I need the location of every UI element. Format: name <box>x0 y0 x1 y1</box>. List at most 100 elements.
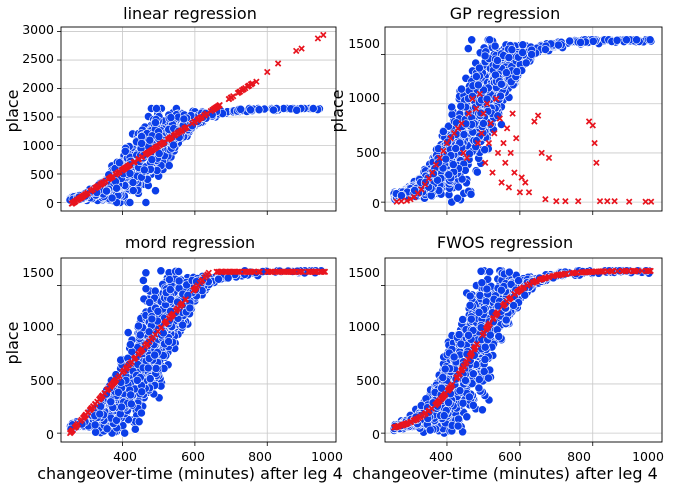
prediction-point <box>68 200 76 207</box>
prediction-point <box>574 197 582 205</box>
data-point <box>478 119 488 128</box>
data-point <box>504 53 514 62</box>
prediction-point <box>159 139 167 147</box>
y-axis-label: place <box>328 89 347 132</box>
data-point <box>491 70 500 80</box>
prediction-point <box>494 149 502 157</box>
data-point <box>612 35 622 45</box>
prediction-point <box>492 95 500 103</box>
data-point <box>447 102 457 112</box>
data-point <box>123 328 133 337</box>
data-point <box>480 145 490 155</box>
data-point <box>166 113 176 122</box>
marks <box>65 31 327 207</box>
y-tick-label: 1500 <box>22 265 54 280</box>
prediction-point <box>596 197 604 205</box>
data-point <box>444 121 453 131</box>
prediction-point <box>505 184 513 191</box>
prediction-point <box>476 90 484 98</box>
prediction-point <box>440 147 447 155</box>
data-point <box>645 35 655 45</box>
prediction-point <box>181 125 189 132</box>
x-tick-label: 400 <box>429 449 453 464</box>
data-point <box>128 186 138 195</box>
prediction-point <box>534 112 542 119</box>
panel-title: FWOS regression <box>437 233 573 252</box>
y-tick-labels: 0 500 1000 1500 <box>348 36 380 211</box>
data-point <box>490 41 500 51</box>
series-predicted <box>68 31 327 207</box>
prediction-point <box>516 189 524 196</box>
data-point <box>308 104 318 113</box>
data-point <box>472 167 482 177</box>
data-point <box>496 79 506 89</box>
y-tick-label: 1500 <box>22 109 54 124</box>
prediction-point <box>77 194 85 201</box>
prediction-point <box>429 169 436 176</box>
data-point <box>527 50 536 59</box>
prediction-point <box>398 197 405 205</box>
y-axis-label: place <box>3 89 22 132</box>
prediction-point <box>195 115 203 123</box>
y-tick-label: 500 <box>30 373 54 388</box>
panel-title: mord regression <box>125 233 255 252</box>
data-point <box>438 127 448 137</box>
plot-areas <box>57 26 663 446</box>
panel-title: GP regression <box>450 4 560 23</box>
prediction-point <box>562 197 569 205</box>
prediction-point <box>625 198 633 205</box>
x-tick-label: 800 <box>248 449 272 464</box>
prediction-point <box>447 134 454 142</box>
prediction-point <box>604 197 611 205</box>
prediction-point <box>465 110 473 117</box>
panel-fwos: FWOS regression 0 500 1000 1500 400 600 … <box>348 233 664 483</box>
data-point <box>507 45 517 55</box>
data-point <box>521 58 531 68</box>
data-point <box>236 104 246 114</box>
prediction-point <box>253 78 260 85</box>
prediction-point <box>469 95 476 103</box>
axes-frame <box>384 26 663 212</box>
data-point <box>459 130 469 139</box>
prediction-point <box>502 159 509 167</box>
prediction-point <box>142 151 149 158</box>
y-tick-labels: 0 500 1000 1500 2000 2500 3000 <box>22 22 54 211</box>
y-tick-label: 1000 <box>22 319 54 334</box>
prediction-point <box>436 154 443 162</box>
data-point <box>152 104 161 113</box>
prediction-point <box>496 115 504 122</box>
prediction-point <box>274 60 282 67</box>
prediction-point <box>553 197 560 205</box>
y-tick-label: 3000 <box>22 22 54 37</box>
marks <box>66 266 329 438</box>
data-point <box>145 135 155 145</box>
plot-area <box>381 26 663 215</box>
prediction-point <box>503 125 511 132</box>
prediction-point <box>611 197 618 205</box>
prediction-point <box>542 195 549 203</box>
data-point <box>453 182 463 192</box>
series-predicted <box>393 90 655 205</box>
data-point <box>112 183 121 193</box>
prediction-point <box>314 35 322 42</box>
prediction-point <box>463 154 471 162</box>
tick-marks <box>57 31 268 215</box>
x-tick-label: 400 <box>113 449 137 464</box>
data-point <box>471 72 481 81</box>
prediction-point <box>190 118 198 126</box>
panel-title: linear regression <box>123 4 257 23</box>
data-point <box>137 138 146 148</box>
prediction-point <box>480 110 487 117</box>
data-point <box>468 91 477 101</box>
prediction-point <box>474 139 482 147</box>
y-tick-label: 1000 <box>348 319 380 334</box>
prediction-point <box>525 189 533 196</box>
x-tick-label: 1000 <box>311 449 343 464</box>
prediction-point <box>109 173 117 180</box>
data-point <box>433 175 442 185</box>
prediction-point <box>432 161 440 169</box>
prediction-point <box>203 110 211 117</box>
y-tick-label: 500 <box>30 167 54 182</box>
x-axis-label: changeover-time (minutes) after leg 4 <box>37 464 343 483</box>
